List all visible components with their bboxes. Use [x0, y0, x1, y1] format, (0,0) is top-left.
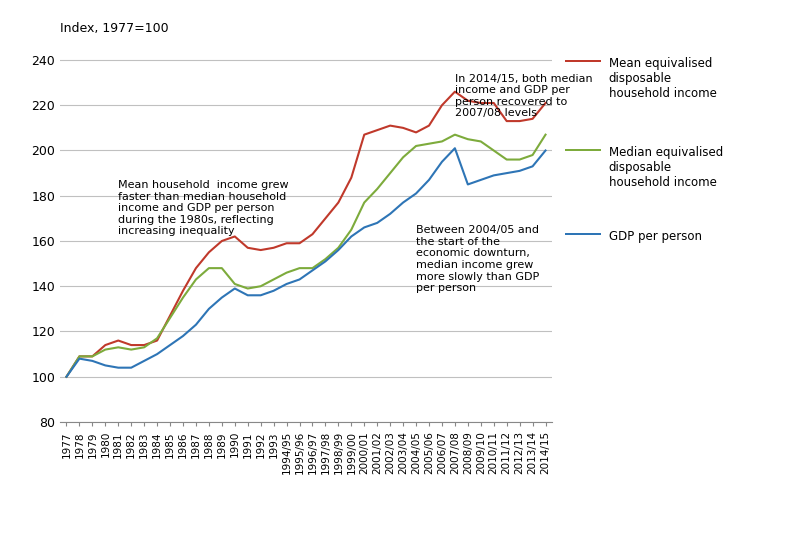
Text: Mean household  income grew
faster than median household
income and GDP per pers: Mean household income grew faster than m… [118, 180, 289, 236]
Text: In 2014/15, both median
income and GDP per
person recovered to
2007/08 levels: In 2014/15, both median income and GDP p… [455, 74, 593, 118]
Text: Between 2004/05 and
the start of the
economic downturn,
median income grew
more : Between 2004/05 and the start of the eco… [416, 225, 539, 293]
Text: GDP per person: GDP per person [609, 230, 702, 243]
Text: Median equivalised
disposable
household income: Median equivalised disposable household … [609, 146, 723, 189]
Text: Mean equivalised
disposable
household income: Mean equivalised disposable household in… [609, 57, 717, 100]
Text: Index, 1977=100: Index, 1977=100 [60, 22, 169, 35]
